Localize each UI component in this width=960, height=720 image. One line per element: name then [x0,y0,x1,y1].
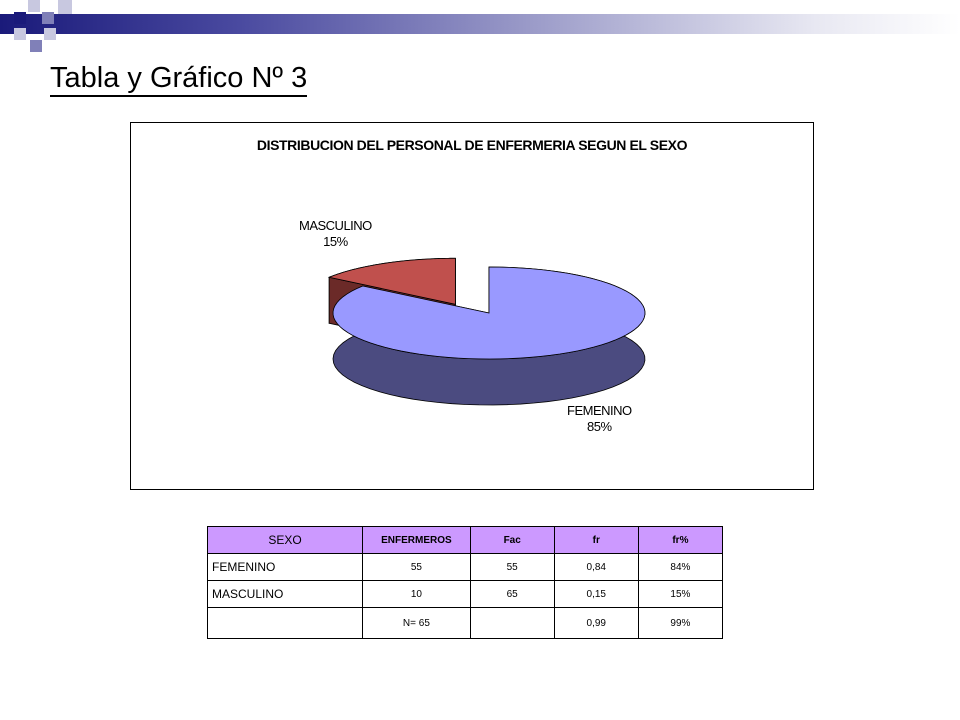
table-cell: 0,84 [553,553,639,581]
pie-label-femenino: FEMENINO 85% [567,403,632,435]
table-header-cell: fr [553,526,639,554]
table-cell: 55 [469,553,555,581]
table-cell: N= 65 [362,607,471,639]
pie-label-percent: 85% [587,419,612,434]
decor-square-light-1 [28,0,40,12]
table-cell: 84% [637,553,724,581]
table-row: FEMENINO 55 55 0,84 84% [206,553,724,581]
table-total-row: N= 65 0,99 99% [206,607,724,639]
table-header-row: SEXO ENFERMEROS Fac fr fr% [206,526,724,554]
table-cell: 10 [362,580,471,608]
pie-label-masculino: MASCULINO 15% [299,218,372,250]
table-header-cell: ENFERMEROS [362,526,471,554]
pie-slice-masculino [327,257,456,305]
table-cell: 15% [637,580,724,608]
pie-slice-femenino [332,266,646,360]
pie-chart-frame: DISTRIBUCION DEL PERSONAL DE ENFERMERIA … [130,122,814,490]
table-cell: MASCULINO [206,580,364,608]
table-header-cell: fr% [637,526,724,554]
table-cell: 0,15 [553,580,639,608]
table-cell: 65 [469,580,555,608]
slide-title: Tabla y Gráfico Nº 3 [50,62,308,97]
decor-square-mid-2 [30,40,42,52]
data-table: SEXO ENFERMEROS Fac fr fr% FEMENINO 55 5… [206,526,724,639]
decor-square-light-3 [14,28,26,40]
decor-square-mid-1 [42,12,54,24]
decor-square-light-2 [58,0,72,14]
table-header-cell: SEXO [206,526,364,554]
table-cell: 55 [362,553,471,581]
pie-chart-svg [327,257,646,406]
chart-title: DISTRIBUCION DEL PERSONAL DE ENFERMERIA … [256,137,688,153]
header-gradient-band [0,14,960,34]
pie-label-percent: 15% [323,234,348,249]
decor-square-light-4 [44,28,56,40]
table-cell [469,607,555,639]
table-cell: 99% [637,607,724,639]
table-row: MASCULINO 10 65 0,15 15% [206,580,724,608]
pie-label-category: FEMENINO [567,403,632,418]
table-header-cell: Fac [469,526,555,554]
decor-square-dark-1 [14,12,26,24]
table-cell: 0,99 [553,607,639,639]
table-cell [206,607,364,639]
pie-label-category: MASCULINO [299,218,372,233]
table-cell: FEMENINO [206,553,364,581]
